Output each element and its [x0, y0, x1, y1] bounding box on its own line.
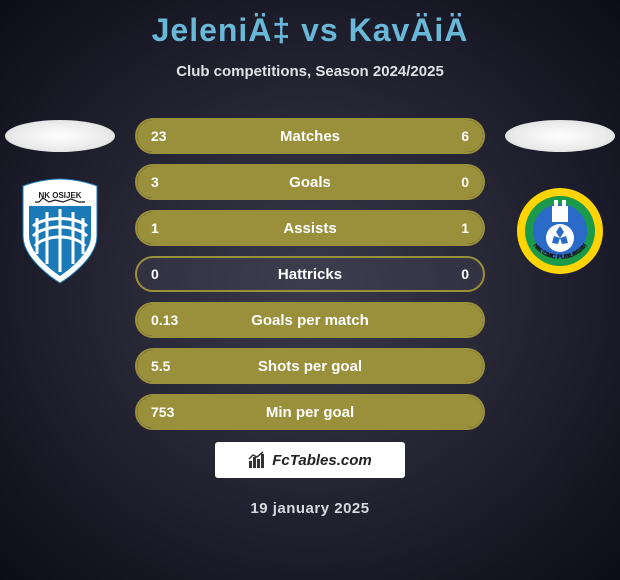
stat-row: 3Goals0 — [135, 164, 485, 200]
stat-row: 23Matches6 — [135, 118, 485, 154]
fctables-chart-icon — [248, 451, 266, 469]
page-title: JeleniÄ‡ vs KavÄiÄ — [0, 0, 620, 49]
right-club-logo: NK CMC PUBLIKUM NK CMC PUBLIKUM — [515, 176, 605, 286]
left-player-block: NK OSIJEK — [0, 120, 120, 286]
stat-label: Hattricks — [137, 266, 483, 283]
stat-label: Matches — [137, 128, 483, 145]
fctables-badge[interactable]: FcTables.com — [215, 442, 405, 478]
stat-right-value: 0 — [461, 174, 469, 190]
right-player-photo-placeholder — [505, 120, 615, 152]
stat-row: 5.5Shots per goal — [135, 348, 485, 384]
stat-label: Assists — [137, 220, 483, 237]
subtitle: Club competitions, Season 2024/2025 — [0, 63, 620, 80]
stat-row: 0Hattricks0 — [135, 256, 485, 292]
stat-right-value: 6 — [461, 128, 469, 144]
stat-label: Goals per match — [137, 312, 483, 329]
right-player-block: NK CMC PUBLIKUM NK CMC PUBLIKUM — [500, 120, 620, 286]
stat-row: 753Min per goal — [135, 394, 485, 430]
stat-row: 0.13Goals per match — [135, 302, 485, 338]
stat-label: Shots per goal — [137, 358, 483, 375]
stat-row: 1Assists1 — [135, 210, 485, 246]
fctables-label: FcTables.com — [272, 452, 371, 469]
stats-comparison: 23Matches63Goals01Assists10Hattricks00.1… — [135, 118, 485, 440]
left-player-photo-placeholder — [5, 120, 115, 152]
date: 19 january 2025 — [0, 500, 620, 517]
stat-right-value: 1 — [461, 220, 469, 236]
left-club-logo: NK OSIJEK — [15, 176, 105, 286]
stat-label: Goals — [137, 174, 483, 191]
stat-label: Min per goal — [137, 404, 483, 421]
stat-right-value: 0 — [461, 266, 469, 282]
